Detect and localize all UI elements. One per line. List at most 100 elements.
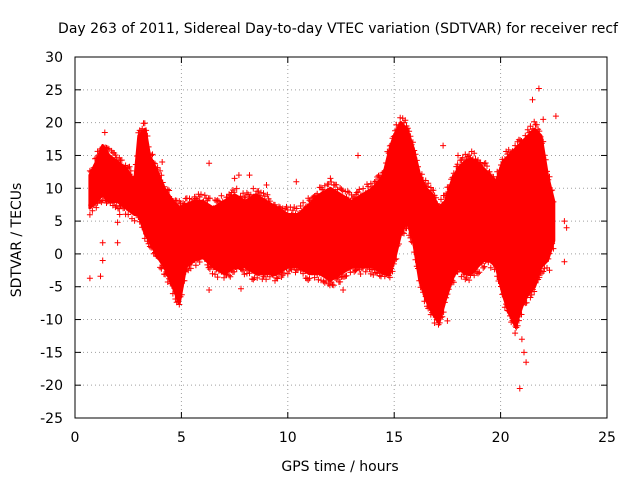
data-point [141, 235, 148, 242]
data-point [246, 270, 253, 277]
outlier-point [352, 191, 359, 198]
data-point [496, 167, 503, 174]
data-point [112, 152, 119, 158]
data-point [383, 160, 390, 166]
data-point [175, 298, 181, 305]
data-point [415, 163, 421, 170]
data-point [256, 192, 263, 199]
data-point [366, 189, 373, 195]
x-tick-label: 20 [492, 430, 510, 446]
outlier-point [516, 385, 523, 392]
data-point [319, 270, 326, 277]
data-point [171, 285, 178, 292]
data-point [385, 150, 392, 157]
data-point [468, 268, 475, 275]
data-point [386, 274, 393, 281]
data-point [407, 234, 414, 241]
data-point [203, 256, 210, 262]
data-point [408, 238, 415, 245]
outlier-point [508, 270, 515, 277]
data-point [370, 185, 377, 192]
data-point [459, 267, 466, 274]
data-point [550, 198, 557, 205]
outlier-point [529, 96, 536, 103]
data-point [293, 205, 300, 212]
data-point [367, 180, 374, 187]
data-point [507, 312, 513, 319]
data-point [158, 172, 165, 179]
data-point [527, 294, 534, 301]
data-point [196, 259, 203, 265]
data-point [533, 121, 540, 128]
data-point [95, 152, 102, 158]
data-point [195, 255, 202, 262]
y-tick-label: 25 [45, 83, 63, 99]
data-point [443, 190, 450, 197]
data-point [180, 200, 187, 207]
data-point [144, 133, 151, 139]
data-point [406, 128, 413, 135]
outlier-point [461, 264, 468, 270]
data-point [281, 270, 287, 276]
data-point [86, 211, 93, 218]
data-point [226, 272, 233, 279]
data-point [349, 195, 356, 202]
data-point [523, 135, 530, 142]
data-point [118, 157, 125, 164]
data-point [107, 155, 114, 162]
outlier-point [206, 287, 213, 293]
data-point [148, 152, 155, 159]
data-point [326, 187, 333, 194]
data-point [432, 194, 439, 201]
outlier-point [563, 224, 570, 231]
data-point [278, 209, 285, 216]
y-tick-label: 0 [54, 247, 63, 263]
data-point [490, 173, 497, 180]
data-point [273, 274, 280, 281]
data-point [125, 164, 132, 171]
data-point [411, 249, 418, 256]
data-point [92, 200, 98, 207]
data-point [275, 203, 282, 210]
data-point [111, 199, 118, 206]
outlier-point [535, 85, 542, 92]
data-point [138, 216, 144, 223]
plot-frame [74, 56, 608, 419]
data-point [381, 168, 388, 175]
data-point [310, 194, 317, 200]
y-tick-label: 20 [45, 116, 63, 132]
data-point [441, 299, 448, 306]
data-point [546, 173, 553, 180]
outlier-point [246, 172, 253, 179]
data-point [501, 304, 508, 311]
data-point [168, 279, 175, 286]
data-point [145, 143, 152, 150]
data-point [263, 276, 270, 283]
data-point [231, 268, 238, 275]
data-point [132, 209, 139, 216]
data-point [545, 255, 552, 262]
outlier-point [99, 239, 106, 246]
data-point [402, 117, 409, 124]
data-point [540, 138, 547, 145]
data-point [196, 194, 203, 200]
data-point [284, 270, 291, 277]
data-point [512, 142, 519, 149]
data-point [311, 274, 318, 281]
data-point [251, 194, 258, 201]
data-point [439, 201, 446, 208]
data-point [201, 192, 208, 199]
data-point [97, 198, 104, 204]
data-point [518, 311, 525, 318]
outlier-point [444, 317, 451, 324]
data-point [412, 256, 419, 263]
data-point [250, 185, 257, 192]
data-point [498, 283, 504, 290]
data-point [416, 170, 423, 177]
data-point [420, 289, 427, 296]
data-point [512, 330, 519, 337]
data-point [471, 272, 478, 279]
data-point [146, 243, 153, 250]
outlier-point [97, 273, 104, 280]
outlier-point [518, 336, 525, 343]
